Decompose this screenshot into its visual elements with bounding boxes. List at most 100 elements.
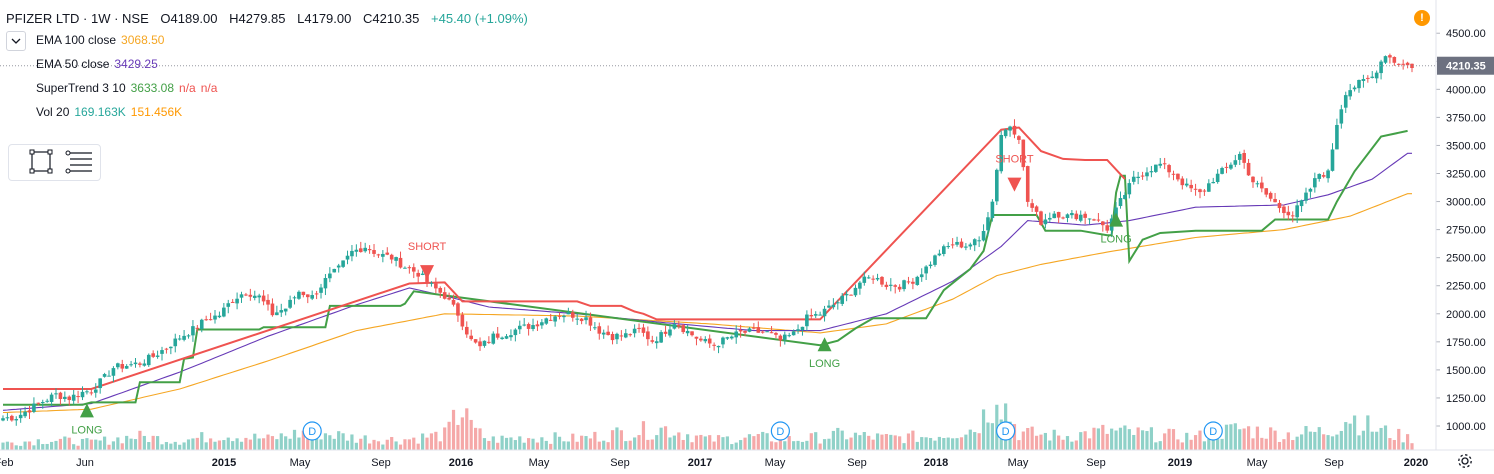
candle-body <box>1396 63 1401 65</box>
candle-body <box>906 281 911 283</box>
candle-body <box>133 362 138 365</box>
volume-bar <box>1375 431 1379 450</box>
candle-body <box>615 333 619 340</box>
volume-bar <box>1176 439 1180 450</box>
dividend-marker[interactable] <box>770 421 790 441</box>
indicator-row[interactable]: EMA 100 close 3068.50 <box>36 33 164 47</box>
candle-body <box>1308 188 1313 192</box>
candle-body <box>557 315 562 317</box>
volume-bar <box>986 422 990 450</box>
candle-body <box>1123 194 1127 200</box>
candle-body <box>641 327 646 333</box>
candle-body <box>1335 124 1339 150</box>
dividend-marker[interactable] <box>1203 421 1223 441</box>
candle-body <box>239 294 244 298</box>
candle-body <box>1268 192 1273 199</box>
volume-bar <box>394 441 398 450</box>
volume-bar <box>354 442 358 450</box>
candle-body <box>628 334 633 336</box>
volume-bar <box>968 429 972 450</box>
dividend-marker[interactable] <box>996 421 1016 441</box>
alert-icon[interactable]: ! <box>1414 10 1430 26</box>
volume-bar <box>937 436 941 450</box>
volume-bar <box>1092 427 1096 450</box>
volume-bar <box>977 433 981 450</box>
candle-body <box>1176 173 1180 180</box>
volume-bar <box>783 441 787 450</box>
volume-bar <box>1277 441 1282 450</box>
candle-body <box>977 240 981 242</box>
candle-body <box>151 353 155 357</box>
candle-body <box>1154 164 1158 172</box>
candle-body <box>526 324 531 329</box>
candle-body <box>1343 95 1348 108</box>
symbol-name[interactable]: PFIZER LTD · 1W · NSE <box>6 11 149 26</box>
candle-body <box>619 335 624 337</box>
rectangle-tool-button[interactable] <box>26 148 56 176</box>
horizontal-lines-icon <box>65 150 92 174</box>
candle-body <box>1405 62 1410 66</box>
candle-body <box>747 328 752 332</box>
candle-body <box>27 410 32 413</box>
candle-body <box>1282 206 1286 214</box>
candle-body <box>1193 188 1198 190</box>
x-tick-label: Sep <box>1086 457 1106 469</box>
indicator-row[interactable]: Vol 20 169.163K 151.456K <box>36 105 182 119</box>
volume-bar <box>730 444 734 450</box>
volume-bar <box>5 441 10 450</box>
volume-bar <box>818 443 822 450</box>
candle-body <box>235 298 239 304</box>
volume-bar <box>615 427 619 450</box>
volume-bar <box>553 432 557 450</box>
candle-body <box>438 287 443 293</box>
volume-bar <box>1132 434 1136 450</box>
collapse-legend-button[interactable] <box>6 31 26 51</box>
candle-body <box>146 354 151 366</box>
volume-bar <box>500 435 504 450</box>
supertrend-up-series <box>3 129 1408 406</box>
dividend-marker[interactable] <box>302 421 322 441</box>
volume-bar <box>1264 438 1268 450</box>
candle-body <box>553 316 557 322</box>
volume-bar <box>513 440 517 450</box>
lines-tool-button[interactable] <box>64 148 94 176</box>
volume-bar <box>491 436 495 450</box>
candle-body <box>451 299 456 305</box>
volume-bar <box>451 409 456 450</box>
volume-bar <box>981 409 986 450</box>
volume-bar <box>1021 431 1025 450</box>
low-value: L4179.00 <box>297 11 352 26</box>
volume-bar <box>438 441 442 450</box>
candle-body <box>999 134 1004 172</box>
volume-bar <box>898 436 902 450</box>
volume-bar <box>646 439 650 450</box>
candle-body <box>54 393 58 395</box>
candle-body <box>336 265 341 268</box>
volume-bar <box>690 442 694 450</box>
indicator-row[interactable]: EMA 50 close 3429.25 <box>36 57 158 71</box>
volume-bars <box>1 403 1414 450</box>
candle-body <box>301 291 306 296</box>
volume-bar <box>465 408 469 450</box>
candle-body <box>1127 183 1132 195</box>
drawing-toolbar <box>8 144 101 181</box>
candle-body <box>928 264 933 267</box>
volume-bar <box>933 440 937 450</box>
indicator-row[interactable]: SuperTrend 3 10 3633.08 n/a n/a <box>36 81 217 95</box>
volume-bar <box>739 440 743 450</box>
candle-body <box>840 295 845 304</box>
candle-body <box>827 305 831 308</box>
ema-100-series <box>2 193 1412 414</box>
x-tick-label: May <box>1247 457 1268 469</box>
volume-bar <box>708 435 712 450</box>
volume-bar <box>1313 431 1317 450</box>
y-tick-label: 3500.00 <box>1446 140 1486 152</box>
volume-bar <box>195 437 199 450</box>
candle-body <box>509 335 513 338</box>
candle-body <box>372 250 376 254</box>
candle-body <box>1286 211 1291 216</box>
candle-body <box>381 253 385 257</box>
candle-body <box>491 333 496 344</box>
gear-icon[interactable] <box>1456 452 1474 470</box>
